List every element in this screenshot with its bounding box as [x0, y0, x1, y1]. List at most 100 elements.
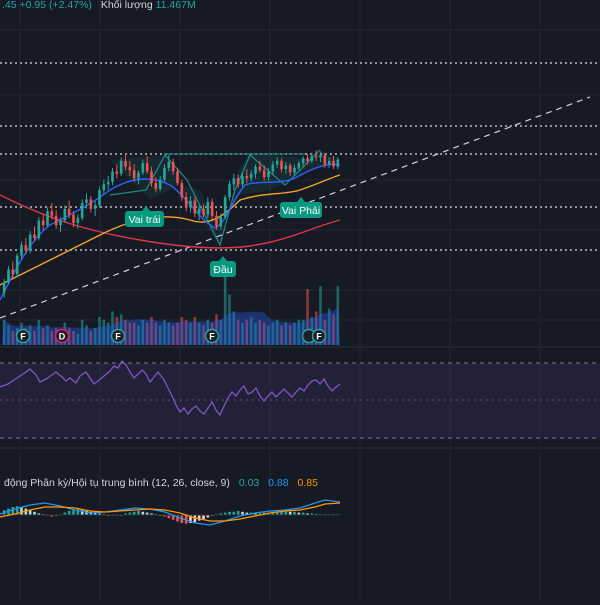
- candle[interactable]: [28, 231, 32, 254]
- candle[interactable]: [249, 170, 253, 182]
- candle[interactable]: [41, 213, 45, 230]
- rsi-line[interactable]: [0, 359, 341, 417]
- candle[interactable]: [128, 160, 132, 177]
- pattern-area[interactable]: [110, 150, 340, 245]
- candle[interactable]: [197, 205, 201, 221]
- candle[interactable]: [150, 166, 153, 187]
- candle[interactable]: [171, 158, 175, 175]
- candle[interactable]: [319, 151, 322, 163]
- label-right-shoulder[interactable]: Vai Phải: [280, 197, 322, 218]
- candle[interactable]: [89, 195, 93, 213]
- candle[interactable]: [232, 173, 236, 191]
- candle[interactable]: [215, 211, 218, 230]
- candle[interactable]: [50, 202, 54, 220]
- label-left-shoulder[interactable]: Vai trái: [125, 206, 164, 227]
- candle[interactable]: [219, 213, 223, 230]
- candle[interactable]: [241, 172, 244, 187]
- candle[interactable]: [189, 195, 192, 213]
- candle[interactable]: [202, 204, 205, 217]
- candle[interactable]: [206, 197, 210, 219]
- event-marker[interactable]: D: [54, 328, 70, 344]
- candle[interactable]: [210, 198, 214, 220]
- candle[interactable]: [111, 167, 114, 186]
- macd-legend[interactable]: động Phân kỳ/Hội tụ trung bình (12, 26, …: [4, 477, 318, 489]
- candle[interactable]: [15, 253, 19, 277]
- candle[interactable]: [245, 169, 249, 184]
- candle[interactable]: [67, 200, 71, 219]
- candle[interactable]: [24, 238, 28, 255]
- event-marker[interactable]: F: [15, 328, 31, 344]
- candle[interactable]: [310, 152, 314, 164]
- candle[interactable]: [297, 160, 301, 171]
- candle[interactable]: [132, 164, 136, 182]
- candle[interactable]: [314, 150, 318, 161]
- candle[interactable]: [80, 199, 84, 221]
- label-head[interactable]: Đầu: [210, 256, 236, 277]
- candle[interactable]: [258, 160, 262, 173]
- candle[interactable]: [119, 157, 123, 177]
- macd-histogram-bar: [11, 507, 15, 515]
- candle[interactable]: [145, 156, 149, 174]
- macd-line[interactable]: [0, 499, 341, 526]
- candle[interactable]: [154, 177, 158, 193]
- volume-bar: [137, 325, 140, 345]
- candle[interactable]: [228, 180, 231, 201]
- candle[interactable]: [37, 216, 41, 241]
- price-legend[interactable]: .45 +0.95 (+2.47%) Khối lượng 11.467M: [2, 0, 196, 11]
- volume-bar: [284, 322, 288, 345]
- candle[interactable]: [63, 205, 67, 223]
- candle[interactable]: [137, 170, 140, 185]
- candle[interactable]: [106, 176, 110, 191]
- candle[interactable]: [85, 193, 88, 209]
- candle[interactable]: [280, 158, 283, 173]
- candle[interactable]: [115, 164, 119, 179]
- candle[interactable]: [284, 162, 288, 174]
- candle[interactable]: [2, 278, 6, 298]
- candle[interactable]: [72, 211, 75, 228]
- candle[interactable]: [163, 164, 166, 182]
- candle[interactable]: [176, 167, 179, 186]
- moving-average-mid[interactable]: [0, 174, 341, 286]
- candle[interactable]: [33, 226, 36, 242]
- candle[interactable]: [76, 214, 80, 229]
- candle[interactable]: [254, 164, 257, 179]
- candle[interactable]: [124, 153, 127, 171]
- candle[interactable]: [98, 186, 101, 208]
- candle[interactable]: [11, 261, 15, 278]
- event-marker[interactable]: F: [301, 328, 327, 344]
- candle[interactable]: [158, 176, 162, 192]
- event-marker[interactable]: F: [204, 328, 220, 344]
- candle[interactable]: [141, 159, 145, 175]
- candle[interactable]: [20, 241, 23, 260]
- candle[interactable]: [336, 157, 340, 170]
- candle[interactable]: [193, 197, 197, 217]
- candle[interactable]: [267, 167, 270, 181]
- moving-average-slow[interactable]: [0, 194, 341, 249]
- candle[interactable]: [180, 179, 184, 201]
- macd-signal-line[interactable]: [0, 502, 341, 522]
- candle[interactable]: [327, 157, 331, 168]
- candle[interactable]: [93, 200, 97, 216]
- candle[interactable]: [306, 153, 309, 165]
- candle[interactable]: [7, 266, 10, 285]
- event-marker[interactable]: F: [110, 328, 126, 344]
- candle[interactable]: [293, 164, 296, 177]
- candle[interactable]: [271, 160, 275, 175]
- candle[interactable]: [288, 163, 292, 177]
- candle[interactable]: [301, 156, 305, 167]
- candle[interactable]: [323, 152, 327, 168]
- candle[interactable]: [332, 156, 335, 170]
- candle[interactable]: [102, 179, 106, 195]
- candle[interactable]: [262, 165, 266, 181]
- candle[interactable]: [223, 194, 227, 220]
- volume-bar: [275, 319, 279, 345]
- candle[interactable]: [275, 157, 279, 168]
- candle[interactable]: [184, 192, 188, 212]
- candle[interactable]: [59, 216, 62, 233]
- candle[interactable]: [54, 209, 58, 229]
- candle[interactable]: [46, 207, 49, 228]
- candle[interactable]: [236, 174, 240, 188]
- candle[interactable]: [167, 155, 171, 172]
